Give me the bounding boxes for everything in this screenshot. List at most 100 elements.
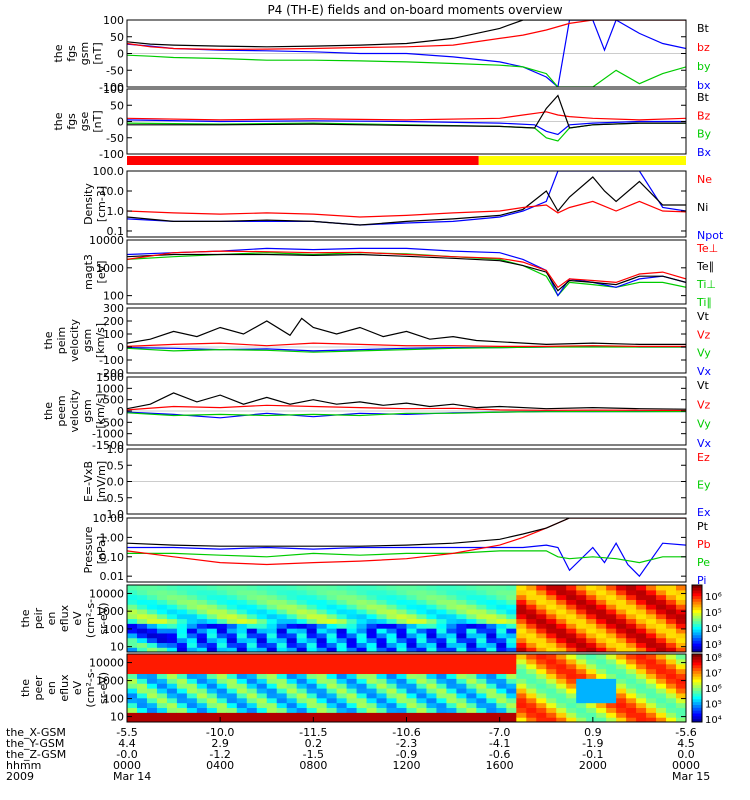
spectrogram-cell — [326, 623, 338, 629]
spectrogram-cell — [596, 642, 607, 648]
colorbar-label: 10⁸ — [705, 653, 722, 664]
spectrogram-cell — [396, 707, 408, 713]
spectrogram-cell — [306, 642, 318, 648]
y-tick-label: 0 — [117, 341, 124, 354]
spectrogram-cell — [276, 637, 288, 644]
spectrogram-cell — [206, 717, 218, 722]
spectrogram-cell — [406, 594, 418, 600]
spectrogram-cell — [296, 632, 308, 639]
spectrogram-cell — [466, 608, 477, 615]
spectrogram-cell — [176, 658, 188, 665]
spectrogram-cell — [376, 683, 388, 689]
spectrogram-cell — [156, 717, 168, 722]
y-tick-label: 0.5 — [107, 459, 125, 472]
spectrogram-cell — [246, 673, 258, 679]
spectrogram-cell — [226, 613, 238, 620]
spectrogram-cell — [586, 678, 597, 684]
spectrogram-cell — [496, 717, 507, 722]
spectrogram-cell — [556, 697, 567, 704]
spectrogram-cell — [466, 678, 477, 684]
spectrogram-cell — [236, 683, 248, 689]
spectrogram-cell — [676, 618, 686, 624]
spectrogram-cell — [226, 697, 238, 704]
y-axis-label: gse — [78, 112, 91, 132]
spectrogram-cell — [306, 688, 318, 694]
spectrogram-cell — [486, 637, 497, 644]
spectrogram-cell — [416, 702, 428, 709]
spectrogram-cell — [426, 618, 438, 624]
spectrogram-cell — [566, 654, 577, 660]
spectrogram-cell — [127, 692, 138, 699]
legend-Vx: Vx — [697, 437, 712, 450]
spectrogram-cell — [286, 599, 298, 605]
spectrogram-cell — [346, 642, 358, 648]
spectrogram-cell — [416, 697, 428, 704]
spectrogram-cell — [127, 673, 138, 679]
spectrogram-cell — [146, 697, 158, 704]
spectrogram-cell — [636, 678, 647, 684]
spectrogram-cell — [676, 623, 686, 629]
spectrogram-cell — [256, 707, 268, 713]
spectrogram-cell — [526, 697, 537, 704]
spectrogram-cell — [436, 712, 448, 718]
spectrogram-cell — [256, 692, 268, 699]
spectrogram-cell — [127, 697, 138, 704]
spectrogram-cell — [127, 668, 138, 675]
spectrogram-cell — [636, 599, 647, 605]
spectrogram-cell — [566, 673, 577, 679]
spectrogram-cell — [536, 589, 547, 596]
spectrogram-cell — [366, 613, 378, 620]
spectrogram-cell — [576, 642, 587, 648]
spectrogram-cell — [316, 654, 328, 660]
series-Vy — [127, 346, 686, 353]
spectrogram-cell — [656, 585, 667, 591]
spectrogram-cell — [586, 707, 597, 713]
spectrogram-cell — [476, 585, 487, 591]
spectrogram-cell — [366, 642, 378, 648]
spectrogram-cell — [136, 668, 148, 675]
y-axis-label: Density — [82, 183, 95, 225]
spectrogram-cell — [566, 647, 577, 652]
spectrogram-cell — [326, 642, 338, 648]
y-tick-label: -100 — [99, 354, 124, 367]
spectrogram-cell — [396, 604, 408, 610]
spectrogram-cell — [306, 692, 318, 699]
spectrogram-cell — [276, 632, 288, 639]
spectrogram-cell — [566, 623, 577, 629]
spectrogram-cell — [346, 604, 358, 610]
spectrogram-cell — [256, 647, 268, 652]
y-axis-label: gsm — [81, 399, 94, 422]
spectrogram-cell — [496, 589, 507, 596]
spectrogram-cell — [426, 594, 438, 600]
spectrogram-cell — [466, 688, 477, 694]
spectrogram-cell — [266, 678, 278, 684]
spectrogram-cell — [176, 632, 188, 639]
legend-Pt: Pt — [697, 520, 709, 533]
spectrogram-cell — [346, 628, 358, 634]
spectrogram-cell — [216, 585, 228, 591]
spectrogram-cell — [486, 712, 497, 718]
spectrogram-cell — [266, 707, 278, 713]
spectrogram-cell — [346, 658, 358, 665]
spectrogram-cell — [586, 613, 597, 620]
spectrogram-cell — [346, 668, 358, 675]
spectrogram-cell — [576, 613, 587, 620]
spectrogram-cell — [166, 712, 178, 718]
spectrogram-cell — [176, 642, 188, 648]
colorbar-segment — [692, 656, 702, 661]
spectrogram-cell — [356, 647, 368, 652]
spectrogram-cell — [616, 678, 627, 684]
spectrogram-cell — [556, 585, 567, 591]
spectrogram-cell — [516, 697, 527, 704]
legend-Te∥: Te∥ — [696, 260, 714, 273]
y-tick-label: 1000 — [96, 262, 124, 275]
spectrogram-cell — [196, 618, 208, 624]
spectrogram-cell — [156, 692, 168, 699]
spectrogram-cell — [506, 604, 517, 610]
spectrogram-cell — [326, 673, 338, 679]
spectrogram-cell — [526, 623, 537, 629]
spectrogram-cell — [576, 668, 587, 675]
series-Bz — [127, 111, 686, 121]
spectrogram-cell — [286, 632, 298, 639]
